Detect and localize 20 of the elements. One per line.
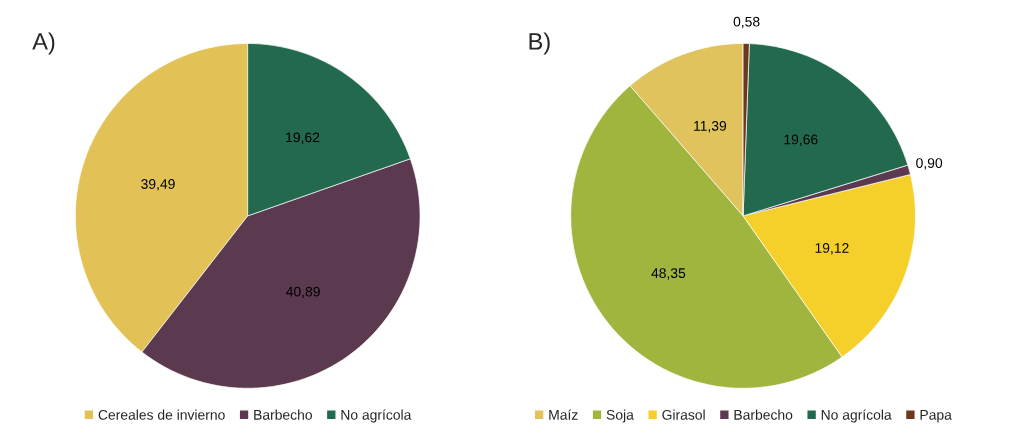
chart-title: A): [32, 32, 55, 55]
data-label: 19,62: [286, 132, 320, 144]
legend-label: Girasol: [662, 409, 705, 420]
legend-label: Maíz: [549, 409, 578, 420]
legend-label: No agrícola: [821, 409, 892, 423]
data-label: 39,49: [141, 179, 175, 191]
legend-label: Cereales de invierno: [98, 409, 225, 420]
legend-label: No agrícola: [341, 409, 412, 423]
legend-label: Barbecho: [734, 409, 793, 420]
legend-label: Soja: [606, 409, 634, 423]
legend-label: Barbecho: [254, 409, 312, 420]
data-label: 48,35: [651, 268, 686, 280]
data-label: 19,12: [815, 243, 849, 255]
legend-label: Papa: [920, 410, 952, 423]
text: B): [529, 32, 550, 55]
data-label: 40,89: [286, 286, 320, 299]
data-label: 11,39: [694, 120, 727, 133]
data-label: 0,58: [733, 16, 760, 29]
data-label: 19,66: [784, 134, 818, 147]
data-label: 0,90: [916, 158, 943, 170]
